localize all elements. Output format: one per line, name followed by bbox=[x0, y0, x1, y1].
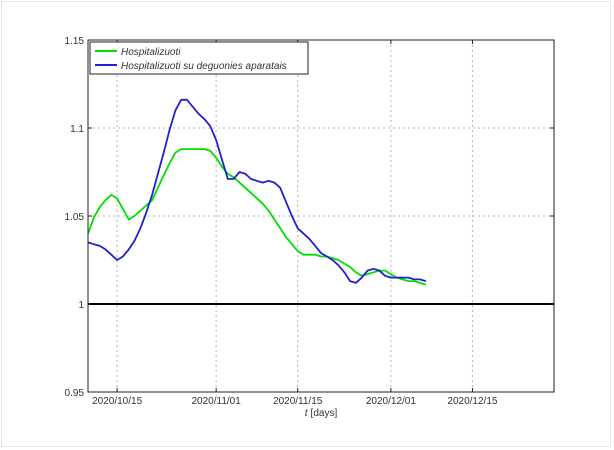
y-tick-label: 1.15 bbox=[65, 36, 85, 47]
series-line-1 bbox=[87, 148, 427, 286]
x-tick-label: 2020/10/15 bbox=[92, 396, 142, 407]
y-tick-label: 1 bbox=[78, 300, 84, 311]
series-line-2 bbox=[87, 98, 427, 284]
grid-lines bbox=[88, 39, 554, 393]
legend-label-1: Hospitalizuoti bbox=[121, 47, 181, 58]
y-tick-labels: 0.95 1 1.05 1.1 1.15 bbox=[65, 36, 554, 399]
series-layer bbox=[87, 98, 427, 286]
x-tick-label: 2020/11/01 bbox=[191, 396, 241, 407]
legend: Hospitalizuoti Hospitalizuoti su deguonie… bbox=[89, 41, 309, 75]
x-tick-label: 2020/12/15 bbox=[447, 396, 497, 407]
y-tick-label: 0.95 bbox=[65, 388, 85, 399]
x-tick-label: 2020/12/01 bbox=[366, 396, 416, 407]
legend-box bbox=[89, 41, 309, 75]
y-tick-label: 1.05 bbox=[65, 212, 85, 223]
x-axis-label-unit: [days] bbox=[311, 408, 338, 419]
legend-label-2: Hospitalizuoti su deguonies aparatais bbox=[121, 61, 287, 72]
plot-area-background bbox=[88, 40, 554, 392]
x-axis-label: t [days] bbox=[305, 408, 338, 419]
x-tick-label: 2020/11/15 bbox=[273, 396, 323, 407]
y-tick-label: 1.1 bbox=[70, 124, 84, 135]
x-axis-label-variable: t bbox=[305, 408, 309, 419]
